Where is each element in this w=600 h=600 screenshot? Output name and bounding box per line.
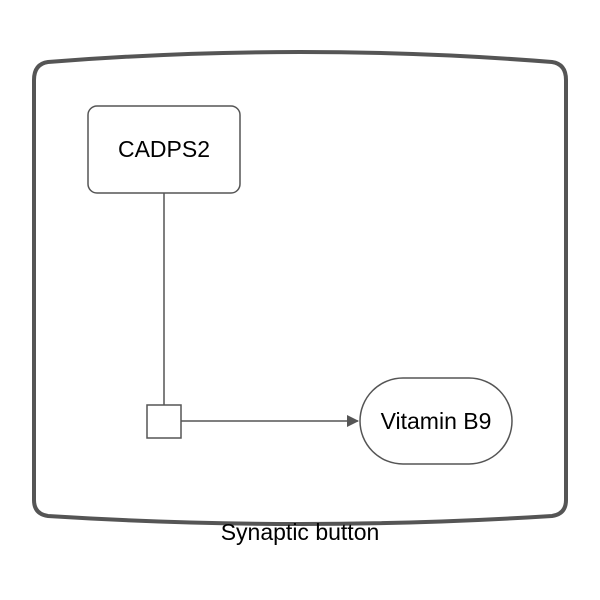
process-node-square[interactable] (146, 404, 182, 439)
compartment-label: Synaptic button (221, 519, 380, 545)
node-vitamin-b9-label: Vitamin B9 (381, 408, 492, 434)
node-cadps2[interactable]: CADPS2 (87, 105, 241, 194)
node-cadps2-shape (87, 105, 241, 194)
node-vitamin-b9[interactable]: Vitamin B9 (359, 377, 513, 465)
node-cadps2-label: CADPS2 (118, 136, 210, 162)
node-vitamin-b9-shape (359, 377, 513, 465)
